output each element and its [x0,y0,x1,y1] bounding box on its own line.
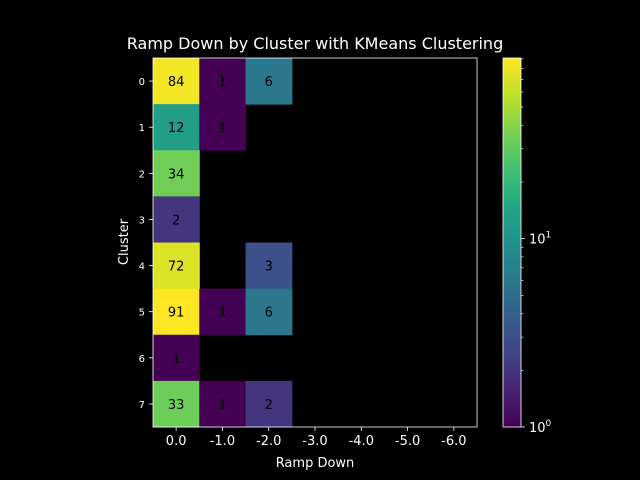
heatmap-cell [153,150,200,197]
heatmap-cell [199,380,247,428]
cell-value-label: 1 [172,352,180,367]
heatmap-cell [153,196,200,243]
x-tick-label: -5.0 [395,434,420,449]
cell-value-label: 2 [172,213,180,228]
y-tick-label: 2 [139,169,145,180]
cell-value-label: 1 [218,75,226,90]
colorbar-ticks: 100 101 [521,58,552,436]
x-tick-label: -4.0 [349,434,374,449]
x-axis-ticks: 0.0 -1.0 -2.0 -3.0 -4.0 -5.0 -6.0 [166,427,467,449]
heatmap-cell [199,58,247,105]
x-tick-label: -1.0 [210,434,235,449]
cell-value-label: 6 [265,75,273,90]
heatmap-cell [245,58,293,105]
chart-title: Ramp Down by Cluster with KMeans Cluster… [127,34,503,53]
heatmap-cell [153,58,200,105]
heatmap-cell [153,288,200,336]
y-axis-label: Cluster [117,218,132,265]
cell-value-label: 3 [265,260,273,275]
heatmap-cell [153,242,200,290]
heatmap-cell [153,334,200,382]
cell-value-label: 2 [265,398,273,413]
cell-value-label: 72 [168,260,185,275]
x-tick-label: -3.0 [302,434,327,449]
cell-value-label: 12 [168,121,185,136]
cell-value-label: 1 [218,306,226,321]
cell-value-label: 34 [168,167,185,182]
colorbar-tick-label: 101 [529,231,551,248]
x-tick-label: -6.0 [441,434,466,449]
y-tick-label: 3 [139,215,145,226]
y-tick-label: 5 [139,308,145,319]
cell-value-label: 1 [218,121,226,136]
cell-value-label: 1 [218,398,226,413]
heatmap-cell [245,380,293,428]
cell-value-label: 91 [168,306,185,321]
y-tick-label: 7 [139,400,145,411]
cell-value-label: 6 [265,306,273,321]
cell-value-label: 33 [168,398,185,413]
heatmap-cell [245,242,293,290]
heatmap-cell [245,288,293,336]
heatmap-cell [199,104,247,151]
y-tick-label: 0 [139,77,145,88]
heatmap-cell [153,380,200,428]
colorbar-tick-label: 100 [529,419,552,436]
y-tick-label: 6 [139,354,145,365]
x-tick-label: 0.0 [166,434,187,449]
cell-value-label: 84 [168,75,185,90]
y-tick-label: 4 [139,262,145,273]
y-axis-ticks: 0 1 2 3 4 5 6 7 [139,77,153,411]
heatmap-cell [153,104,200,151]
x-tick-label: -2.0 [256,434,281,449]
colorbar [502,57,522,428]
heatmap-cells [153,58,293,428]
y-tick-label: 1 [139,123,145,134]
heatmap-cell [199,288,247,336]
x-axis-label: Ramp Down [276,456,355,471]
